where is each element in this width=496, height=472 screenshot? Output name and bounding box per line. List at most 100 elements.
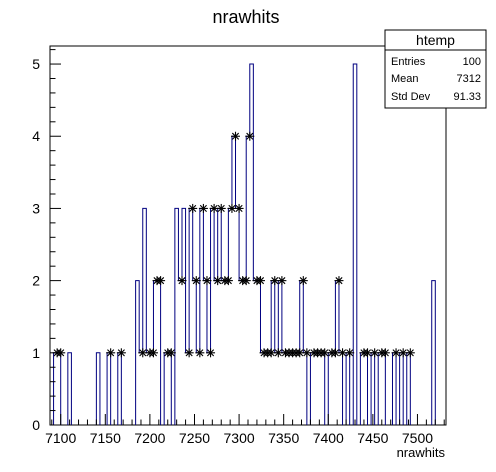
marker-stroke [178,277,186,285]
marker-stroke [246,132,254,140]
data-point-marker [156,276,166,286]
data-point-marker [106,348,116,358]
marker-stroke [228,204,236,212]
y-tick-label: 2 [32,273,40,289]
marker-stroke [299,277,307,285]
data-point-marker [255,276,265,286]
x-tick-label: 7200 [134,430,165,446]
marker-stroke [185,349,193,357]
marker-stroke [157,277,165,285]
x-tick-label: 7400 [313,430,344,446]
data-point-marker [234,203,244,213]
marker-stroke [107,349,115,357]
marker-stroke [203,277,211,285]
y-tick-label: 5 [32,56,40,72]
data-point-marker [198,203,208,213]
marker-stroke [271,277,279,285]
x-axis-label: nrawhits [397,445,446,460]
marker-stroke [392,349,400,357]
marker-stroke [274,349,282,357]
data-point-marker [166,348,176,358]
marker-stroke [363,349,372,357]
y-tick-label: 1 [32,345,40,361]
data-point-marker [334,276,344,286]
data-point-marker [231,131,241,141]
marker-stroke [192,277,200,285]
marker-stroke [256,277,265,285]
data-point-marker [302,348,312,358]
marker-stroke [231,132,240,140]
x-axis: 7100 7150 7200 7250 7300 7350 7400 7450 7500 [45,414,445,446]
data-point-marker [223,276,233,286]
marker-stroke [267,349,275,357]
stats-box: htemp Entries 100 Mean 7312 Std Dev 91.3… [384,29,487,109]
data-point-marker [245,131,255,141]
data-point-marker [270,276,280,286]
marker-stroke [338,349,347,357]
data-point-marker [206,348,216,358]
x-tick-label: 7100 [45,430,76,446]
marker-stroke [278,277,286,285]
marker-stroke [371,349,379,357]
marker-stroke [399,349,407,357]
marker-stroke [206,349,215,357]
marker-stroke [210,204,218,212]
y-tick-label: 4 [32,128,40,144]
chart-title: nrawhits [212,7,279,27]
marker-stroke [224,277,232,285]
marker-stroke [335,277,343,285]
marker-stroke [321,349,329,357]
data-point-marker [380,348,390,358]
data-point-marker [177,276,187,286]
marker-stroke [303,349,311,357]
x-tick-label: 7500 [402,430,433,446]
marker-stroke [217,204,225,212]
data-point-marker [148,348,158,358]
x-tick-label: 7450 [357,430,388,446]
marker-stroke [331,349,339,357]
data-point-marker [277,276,287,286]
data-point-marker [241,276,251,286]
data-point-marker [116,348,126,358]
marker-stroke [199,204,207,212]
marker-stroke [189,204,197,212]
stats-entries-value: 100 [463,56,481,68]
marker-stroke [149,349,158,357]
stats-mean-label: Mean [391,73,419,85]
stats-stddev-value: 91.33 [453,91,481,103]
data-point-marker [295,348,305,358]
y-tick-label: 0 [32,417,40,433]
stats-box-frame [384,29,487,109]
stats-box-name: htemp [416,32,455,48]
marker-stroke [346,349,354,357]
marker-stroke [381,349,389,357]
data-point-marker [188,203,198,213]
marker-stroke [406,349,414,357]
data-point-marker [202,276,212,286]
x-tick-label: 7350 [268,430,299,446]
stats-mean-value: 7312 [457,73,481,85]
marker-stroke [242,277,250,285]
marker-stroke [214,277,222,285]
data-point-marker [345,348,355,358]
y-tick-label: 3 [32,200,40,216]
data-point-marker [213,276,223,286]
data-point-marker [298,276,308,286]
marker-stroke [117,349,125,357]
data-point-marker [320,348,330,358]
plot-frame [49,45,447,426]
x-tick-label: 7300 [224,430,255,446]
data-point-marker [195,348,205,358]
data-point-marker [216,203,226,213]
stats-entries-label: Entries [391,56,426,68]
x-tick-label: 7250 [179,430,210,446]
marker-stroke [196,349,204,357]
x-tick-label: 7150 [90,430,121,446]
data-point-marker [184,348,194,358]
data-point-marker [391,348,401,358]
marker-layer [52,131,415,358]
data-point-marker [191,276,201,286]
stats-stddev-label: Std Dev [391,91,431,103]
marker-stroke [296,349,304,357]
